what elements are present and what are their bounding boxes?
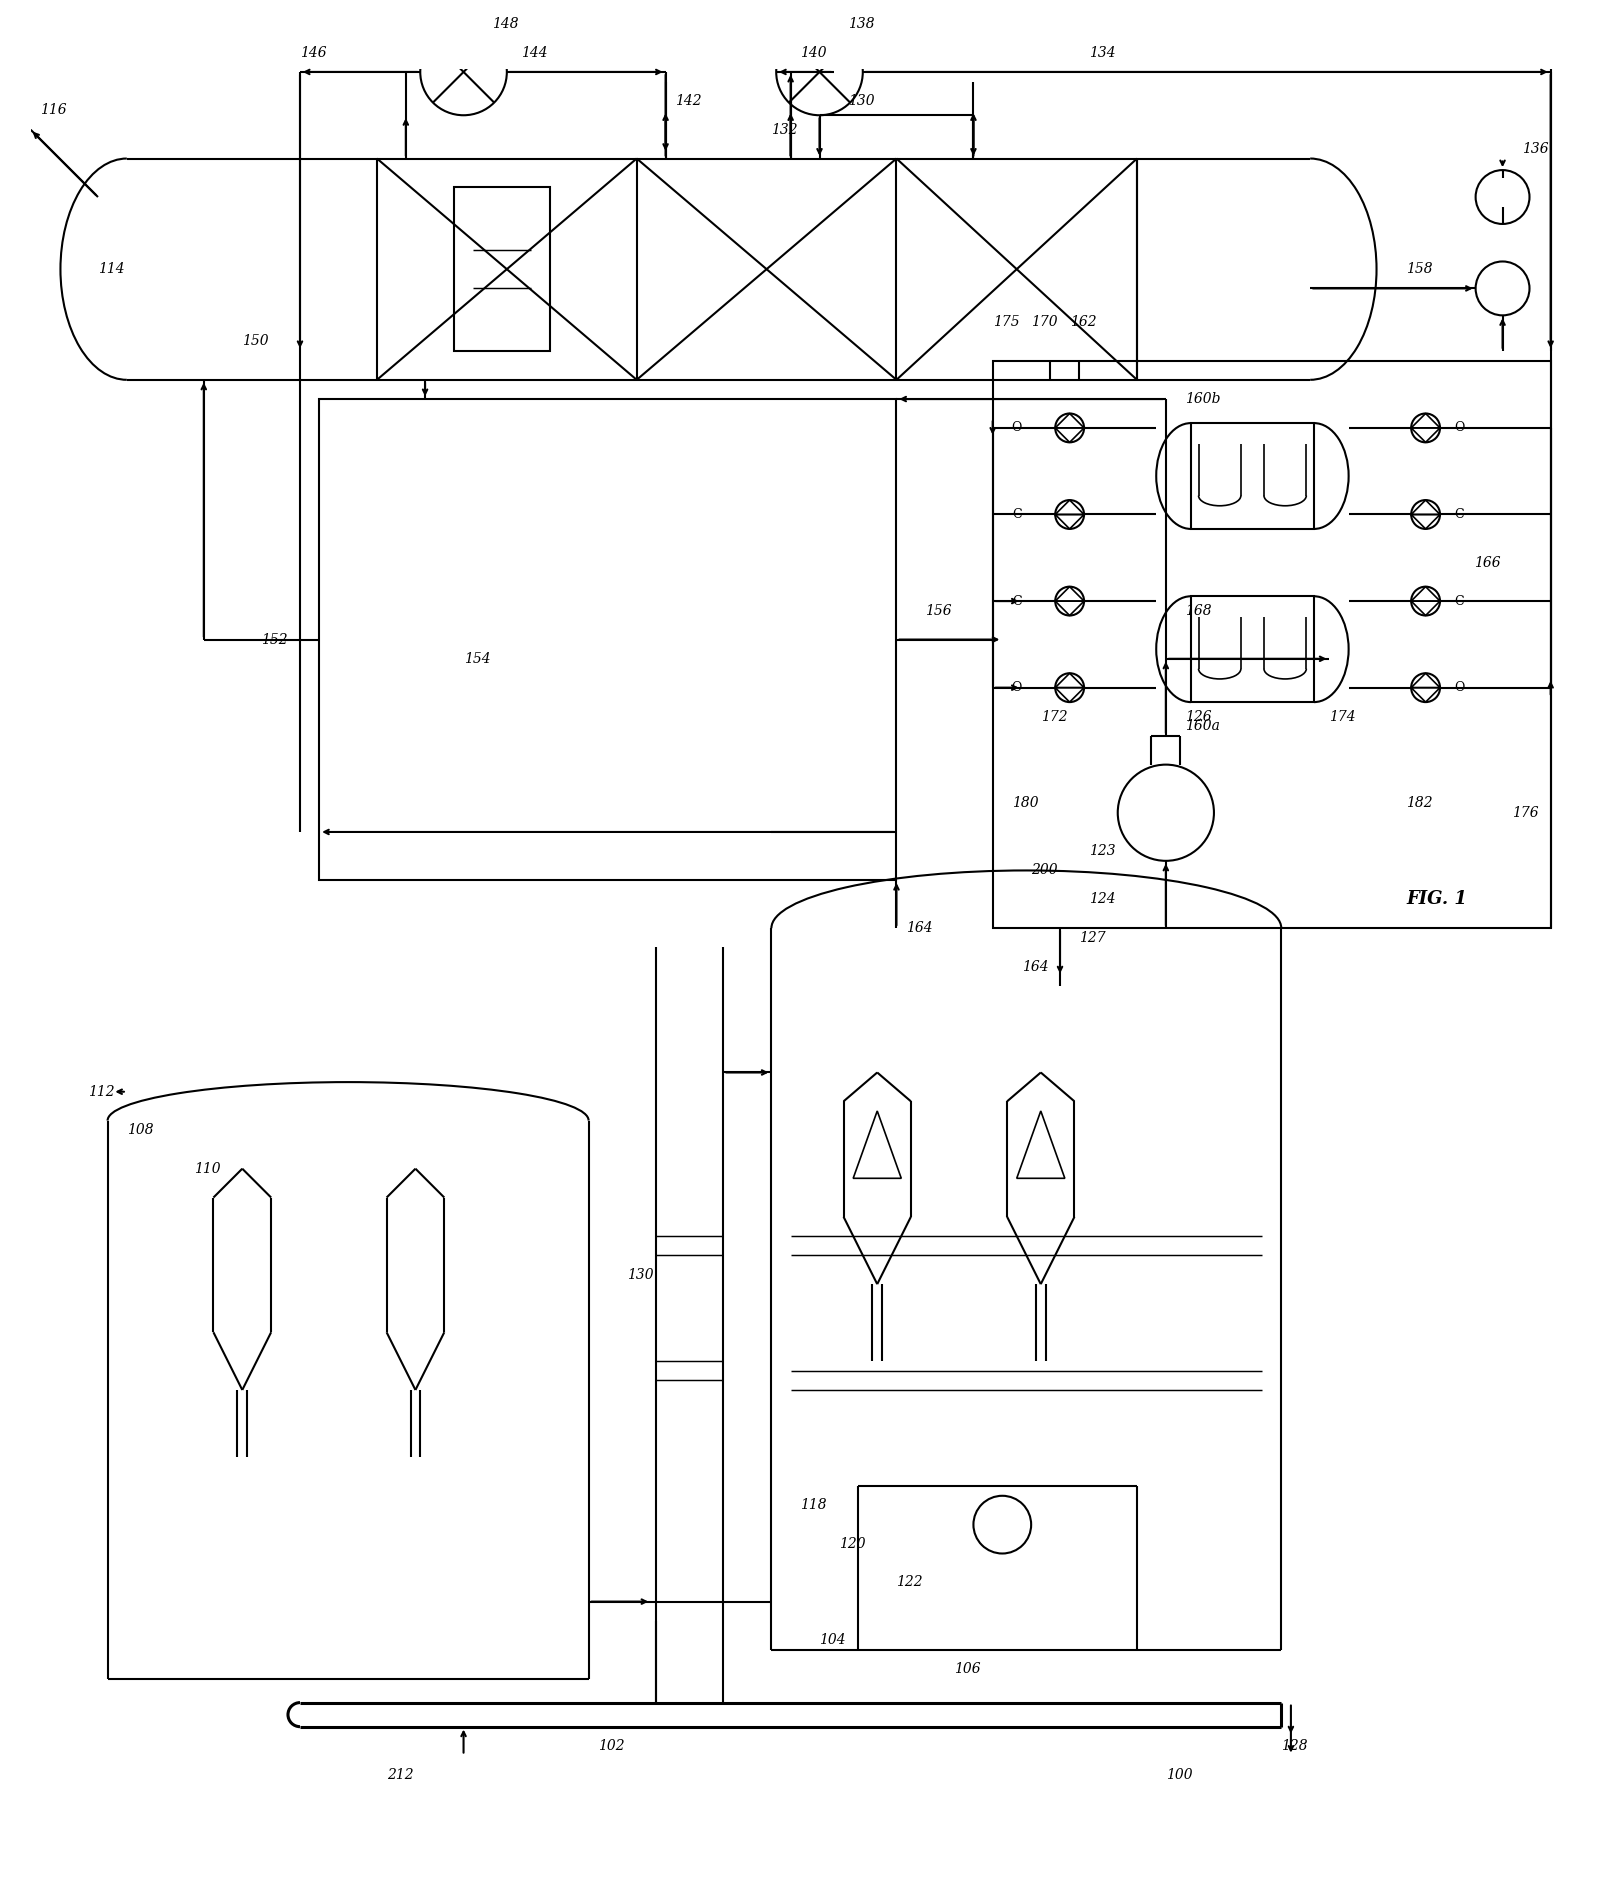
Text: 140: 140: [801, 45, 826, 61]
Text: O: O: [1010, 681, 1022, 695]
Bar: [454, 187, 550, 350]
Text: C: C: [1012, 507, 1022, 521]
Text: 130: 130: [628, 1268, 654, 1282]
Text: 123: 123: [1089, 844, 1115, 858]
Text: 168: 168: [1185, 604, 1212, 617]
Text: 108: 108: [128, 1123, 153, 1138]
Text: O: O: [1454, 681, 1466, 695]
Text: 126: 126: [1185, 710, 1212, 723]
Text: 152: 152: [261, 632, 289, 647]
Text: 128: 128: [1282, 1740, 1307, 1753]
Text: 106: 106: [954, 1662, 981, 1675]
Text: C: C: [1012, 594, 1022, 608]
Text: 150: 150: [242, 335, 270, 348]
Text: 180: 180: [1012, 797, 1038, 810]
Text: 142: 142: [675, 95, 702, 108]
Bar: [1191, 596, 1314, 702]
Text: 136: 136: [1522, 142, 1548, 155]
Text: 144: 144: [521, 45, 547, 61]
Text: 172: 172: [1041, 710, 1067, 723]
Text: 110: 110: [194, 1162, 221, 1176]
Text: 130: 130: [849, 95, 875, 108]
Text: 158: 158: [1406, 261, 1433, 276]
Text: 116: 116: [40, 104, 66, 117]
Text: 184: 184: [830, 0, 855, 2]
Text: 112: 112: [89, 1085, 115, 1098]
Text: 156: 156: [925, 604, 952, 617]
Text: 164: 164: [1022, 960, 1047, 973]
Bar: [320, 399, 896, 880]
Text: 176: 176: [1512, 806, 1538, 820]
Text: 122: 122: [896, 1575, 923, 1590]
Text: 127: 127: [1080, 931, 1106, 945]
Text: O: O: [1454, 422, 1466, 433]
Text: 175: 175: [993, 314, 1020, 329]
Text: 124: 124: [1089, 892, 1115, 907]
Bar: [1191, 424, 1314, 528]
Text: 146: 146: [300, 45, 326, 61]
Text: 166: 166: [1474, 557, 1501, 570]
Text: 174: 174: [1330, 710, 1356, 723]
Text: FIG. 1: FIG. 1: [1406, 890, 1467, 909]
Text: 148: 148: [492, 17, 520, 30]
Text: 160a: 160a: [1185, 719, 1220, 733]
Text: 212: 212: [387, 1768, 413, 1781]
Text: 164: 164: [905, 922, 933, 935]
Text: 132: 132: [771, 123, 797, 136]
Text: 114: 114: [98, 261, 124, 276]
Text: 134: 134: [1089, 45, 1115, 61]
Text: 160b: 160b: [1185, 392, 1220, 407]
Text: 138: 138: [849, 17, 875, 30]
Text: 102: 102: [599, 1740, 625, 1753]
Bar: [993, 360, 1551, 928]
Text: 154: 154: [463, 651, 491, 666]
Text: 120: 120: [839, 1537, 865, 1550]
Text: 182: 182: [1406, 797, 1433, 810]
Text: 170: 170: [1031, 314, 1057, 329]
Text: C: C: [1454, 507, 1464, 521]
Text: 104: 104: [820, 1634, 846, 1647]
Text: 200: 200: [1031, 863, 1057, 878]
Text: 162: 162: [1070, 314, 1096, 329]
Text: 100: 100: [1165, 1768, 1193, 1781]
Text: C: C: [1454, 594, 1464, 608]
Text: 118: 118: [801, 1499, 826, 1513]
Text: O: O: [1010, 422, 1022, 433]
